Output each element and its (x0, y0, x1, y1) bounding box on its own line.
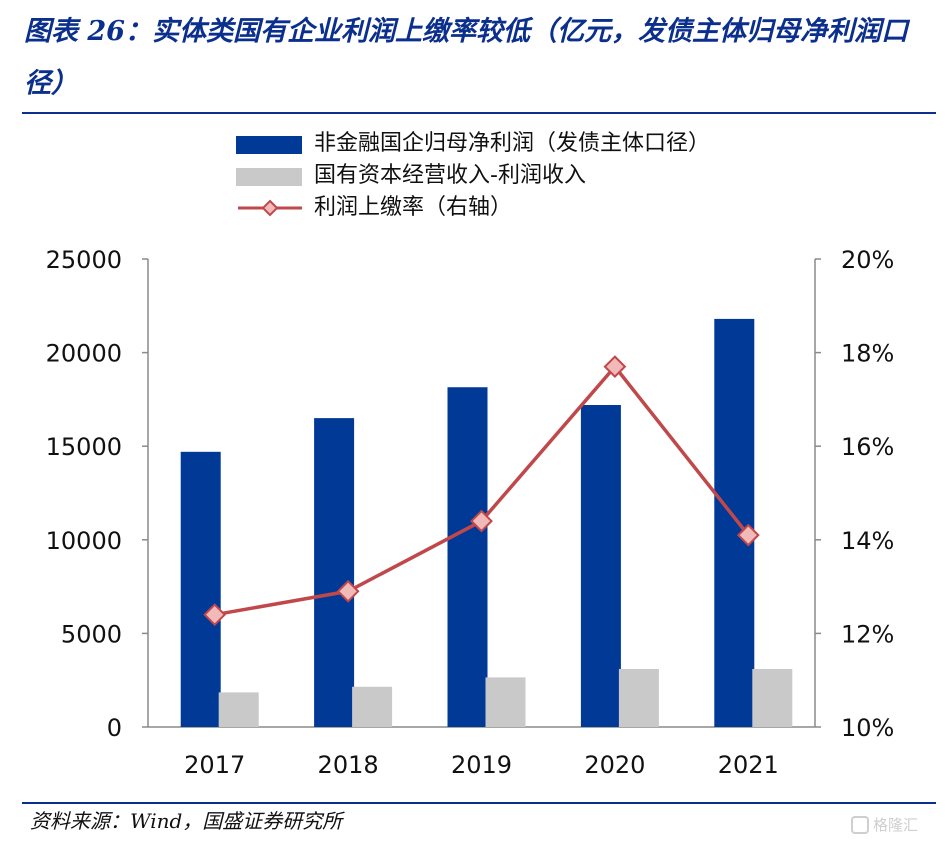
legend-swatch-profit (236, 136, 302, 154)
watermark-logo-icon (851, 816, 869, 834)
legend-label-revenue: 国有资本经营收入-利润收入 (314, 163, 586, 188)
bar-revenue (218, 692, 259, 727)
watermark-text: 格隆汇 (873, 816, 919, 834)
source-note: 资料来源：Wind，国盛证券研究所 (30, 809, 343, 833)
legend-item-revenue: 国有资本经营收入-利润收入 (236, 160, 836, 192)
title-divider (22, 112, 936, 114)
source-divider (22, 802, 936, 804)
bar-revenue (618, 668, 659, 727)
y-tick-label-right: 12% (841, 620, 894, 648)
bar-profit (180, 451, 221, 727)
y-tick-label-left: 0 (107, 714, 122, 742)
x-tick-label: 2020 (584, 751, 645, 779)
legend-item-rate: 利润上缴率（右轴） (236, 192, 836, 224)
legend-swatch-rate (238, 199, 302, 217)
rate-marker (736, 523, 760, 547)
bar-profit (714, 318, 755, 727)
x-tick-label: 2017 (184, 751, 245, 779)
y-tick-label-right: 10% (841, 714, 894, 742)
x-tick-label: 2019 (451, 751, 512, 779)
y-tick-label-right: 20% (841, 246, 894, 274)
bar-profit (447, 387, 488, 727)
bar-revenue (752, 668, 793, 727)
y-tick-label-right: 16% (841, 433, 894, 461)
bar-revenue (352, 686, 393, 727)
bar-profit (314, 418, 355, 727)
y-tick-label-right: 18% (841, 340, 894, 368)
combo-chart: 0 5000 10000 15000 20000 25000 10% 12% 14% 16% 18%… (46, 246, 895, 779)
bar-profit (580, 405, 621, 727)
page-title: 图表 26：实体类国有企业利润上缴率较低（亿元，发债主体归母净利润口径） (24, 16, 908, 99)
y-tick-label-left: 20000 (46, 340, 122, 368)
watermark: 格隆汇 (851, 812, 937, 838)
rate-marker (336, 579, 360, 603)
bar-revenue (485, 677, 526, 727)
y-tick-label-left: 5000 (61, 620, 122, 648)
x-tick-label: 2018 (318, 751, 379, 779)
legend-swatch-revenue (236, 168, 302, 186)
y-tick-label-left: 25000 (46, 246, 122, 274)
y-tick-label-left: 15000 (46, 433, 122, 461)
y-tick-label-left: 10000 (46, 527, 122, 555)
rate-marker (203, 603, 227, 627)
rate-marker (603, 355, 627, 379)
x-tick-label: 2021 (718, 751, 779, 779)
rate-marker (470, 509, 493, 533)
legend-item-profit: 非金融国企归母净利润（发债主体口径） (236, 128, 836, 160)
legend-label-profit: 非金融国企归母净利润（发债主体口径） (314, 131, 711, 156)
legend-label-rate: 利润上缴率（右轴） (314, 195, 513, 220)
y-tick-label-right: 14% (841, 527, 894, 555)
